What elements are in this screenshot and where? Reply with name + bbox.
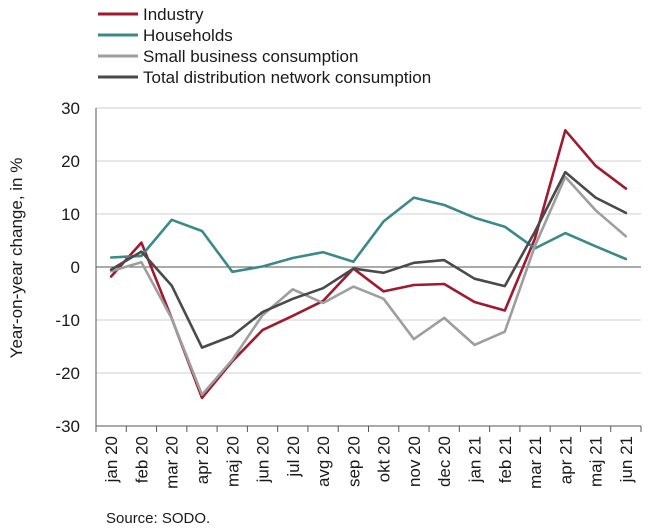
x-tick-label: apr 20 bbox=[193, 436, 212, 484]
legend-label-industry: Industry bbox=[143, 5, 204, 24]
x-tick-label: avg 20 bbox=[314, 436, 333, 487]
x-tick-label: nov 20 bbox=[405, 436, 424, 487]
x-tick-label: jul 20 bbox=[284, 436, 303, 478]
x-tick-label: jan 20 bbox=[102, 436, 121, 483]
series-line-small-business-consumption bbox=[109, 175, 628, 397]
legend-label-small-business-consumption: Small business consumption bbox=[143, 47, 358, 66]
x-tick-label: dec 20 bbox=[435, 436, 454, 487]
y-axis-title: Year-on-year change, in % bbox=[7, 158, 26, 359]
x-tick-label: jun 21 bbox=[617, 436, 636, 483]
series-line-total-distribution-network-consumption bbox=[109, 170, 628, 349]
x-tick-label: feb 20 bbox=[132, 436, 151, 483]
series-lines bbox=[109, 129, 628, 400]
x-tick-label: maj 20 bbox=[223, 436, 242, 487]
x-tick-label: mar 20 bbox=[163, 436, 182, 489]
x-tick-label: mar 21 bbox=[526, 436, 545, 489]
y-tick-label: -20 bbox=[55, 364, 80, 383]
legend: Industry Households Small business consump… bbox=[98, 5, 431, 87]
y-tick-label: -30 bbox=[55, 417, 80, 436]
y-tick-label: 10 bbox=[61, 205, 80, 224]
x-tick-label: jun 20 bbox=[254, 436, 273, 483]
x-tick-label: maj 21 bbox=[587, 436, 606, 487]
y-tick-label: -10 bbox=[55, 311, 80, 330]
y-tick-label: 0 bbox=[71, 258, 80, 277]
y-tick-label: 20 bbox=[61, 152, 80, 171]
series-line-households bbox=[109, 196, 628, 274]
axes: -30 -20 -10 0 10 20 30 jan 20 feb 20 mar 20 apr 20… bbox=[55, 99, 642, 489]
x-tick-label: apr 21 bbox=[556, 436, 575, 484]
source-note: Source: SODO. bbox=[106, 510, 210, 527]
x-tick-label: feb 21 bbox=[496, 436, 515, 483]
x-tick-label: okt 20 bbox=[375, 436, 394, 482]
x-tick-label: sep 20 bbox=[344, 436, 363, 487]
legend-label-total-distribution-network-consumption: Total distribution network consumption bbox=[143, 68, 431, 87]
legend-label-households: Households bbox=[143, 26, 233, 45]
x-tick-label: jan 21 bbox=[465, 436, 484, 483]
y-tick-label: 30 bbox=[61, 99, 80, 118]
